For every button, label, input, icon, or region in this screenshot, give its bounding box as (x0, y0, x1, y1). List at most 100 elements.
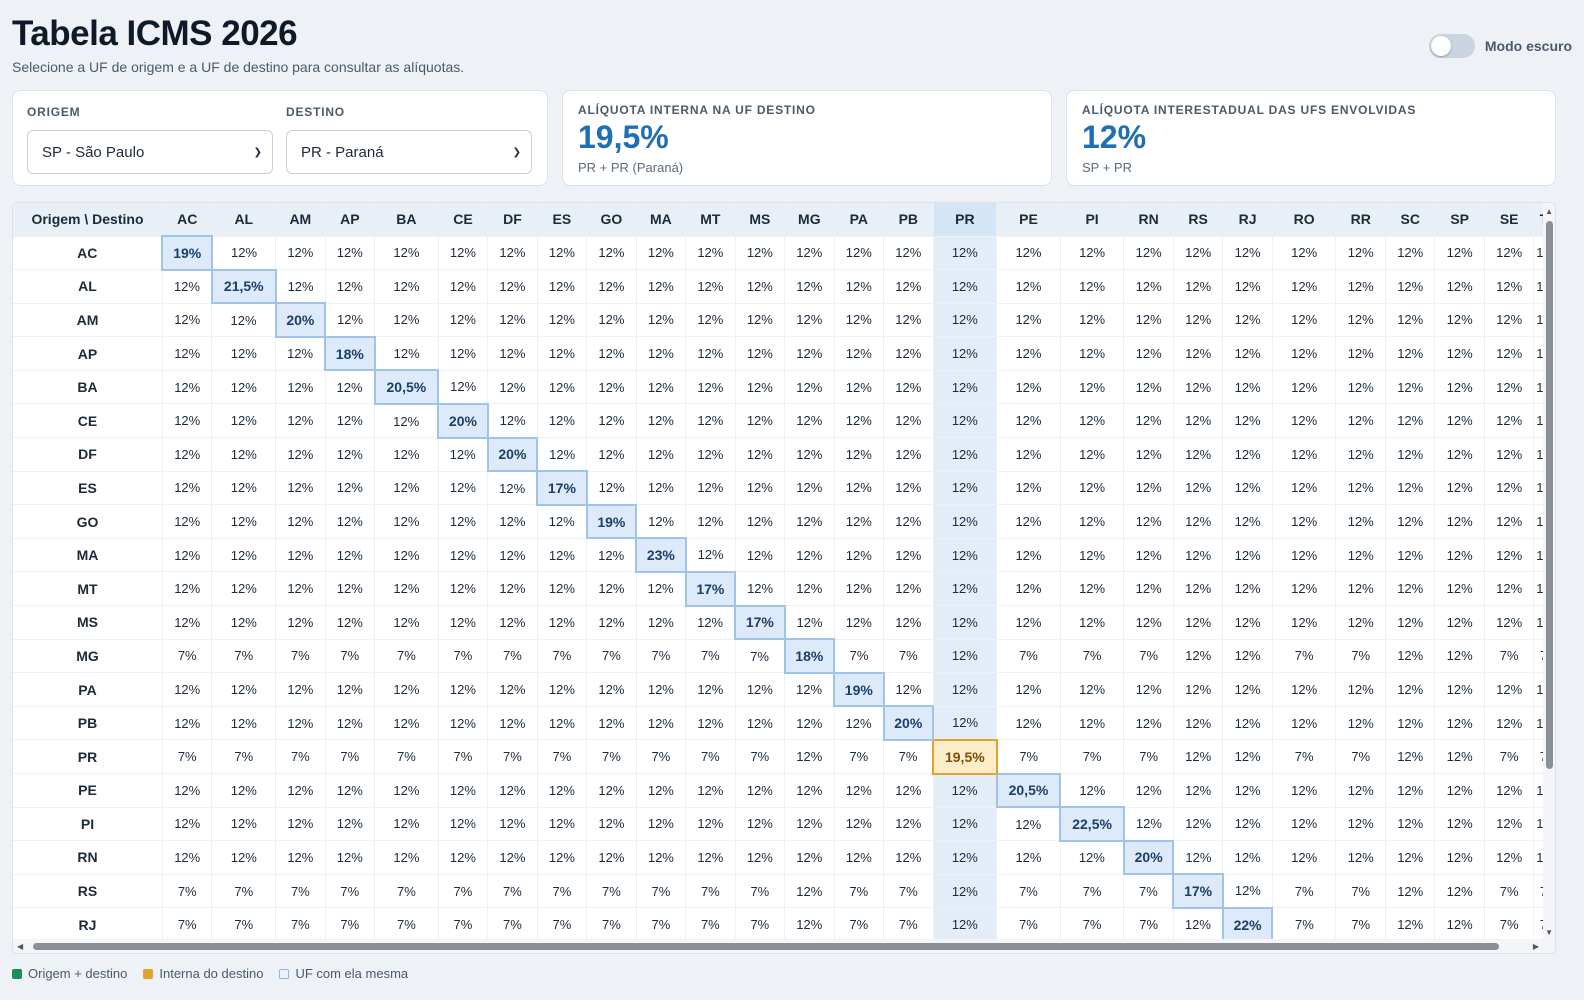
rate-cell[interactable]: 12% (586, 605, 637, 640)
rate-cell[interactable]: 7% (325, 739, 376, 774)
rate-cell[interactable]: 7% (1484, 874, 1535, 909)
rate-cell[interactable]: 12% (1173, 303, 1224, 338)
rate-cell[interactable]: 12% (1434, 807, 1485, 842)
rate-cell[interactable]: 12% (1484, 538, 1535, 573)
rate-cell[interactable]: 7% (735, 907, 786, 942)
rate-cell[interactable]: 12% (636, 370, 687, 405)
row-header-ba[interactable]: BA (13, 370, 163, 405)
row-header-df[interactable]: DF (13, 437, 163, 472)
rate-cell[interactable]: 12% (1272, 437, 1337, 472)
rate-cell[interactable]: 12% (1173, 773, 1224, 808)
rate-cell[interactable]: 12% (537, 403, 588, 439)
rate-cell[interactable]: 12% (275, 706, 326, 741)
rate-cell[interactable]: 12% (735, 706, 786, 741)
rate-cell[interactable]: 12% (834, 840, 885, 875)
column-header-pr[interactable]: PR (933, 203, 998, 237)
rate-cell[interactable]: 12% (374, 336, 439, 371)
rate-cell[interactable]: 12% (883, 403, 934, 439)
rate-cell[interactable]: 12% (1222, 840, 1273, 875)
rate-cell[interactable]: 12% (275, 538, 326, 573)
rate-cell[interactable]: 12% (883, 840, 934, 875)
rate-cell[interactable]: 12% (1060, 672, 1125, 707)
rate-cell[interactable]: 12% (1272, 672, 1337, 707)
rate-cell[interactable]: 12% (1385, 437, 1436, 472)
rate-cell[interactable]: 12% (1173, 336, 1224, 371)
row-header-pi[interactable]: PI (13, 807, 163, 842)
rate-cell[interactable]: 12% (1222, 672, 1273, 707)
column-header-al[interactable]: AL (211, 203, 277, 237)
rate-cell[interactable]: 7% (636, 907, 687, 942)
rate-cell[interactable]: 12% (211, 403, 277, 439)
rate-cell[interactable]: 7% (537, 639, 588, 674)
rate-cell[interactable]: 12% (211, 571, 277, 607)
rate-cell[interactable]: 12% (487, 504, 538, 539)
rate-cell[interactable]: 7% (834, 639, 885, 674)
rate-cell[interactable]: 12% (162, 403, 213, 439)
row-header-rj[interactable]: RJ (13, 907, 163, 942)
rate-cell[interactable]: 12% (211, 471, 277, 506)
rate-cell[interactable]: 12% (636, 571, 687, 607)
rate-cell[interactable]: 12% (1222, 874, 1273, 909)
rate-cell[interactable]: 7% (996, 907, 1061, 942)
rate-cell[interactable]: 12% (834, 303, 885, 338)
rate-cell[interactable]: 12% (162, 672, 213, 707)
column-header-ma[interactable]: MA (636, 203, 687, 237)
rate-cell[interactable]: 12% (883, 807, 934, 842)
rate-cell[interactable]: 12% (1123, 471, 1174, 506)
rate-cell[interactable]: 12% (162, 437, 213, 472)
rate-cell[interactable]: 12% (883, 571, 934, 607)
rate-cell[interactable]: 12% (275, 605, 326, 640)
scroll-right-arrow-icon[interactable]: ▶ (1532, 942, 1539, 951)
rate-cell[interactable]: 19,5% (932, 738, 998, 775)
column-header-mt[interactable]: MT (685, 203, 736, 237)
origin-select[interactable]: SP - São Paulo ❯ (27, 130, 273, 174)
rate-cell[interactable]: 12% (586, 370, 637, 405)
column-header-df[interactable]: DF (487, 203, 538, 237)
rate-cell[interactable]: 12% (933, 504, 998, 539)
rate-cell[interactable]: 12% (1173, 807, 1224, 842)
rate-cell[interactable]: 12% (374, 773, 439, 808)
rate-cell[interactable]: 12% (1385, 874, 1436, 909)
row-header-pr[interactable]: PR (13, 739, 163, 774)
rate-cell[interactable]: 12% (1123, 236, 1174, 271)
rate-cell[interactable]: 12% (586, 437, 637, 472)
rate-cell[interactable]: 7% (1060, 907, 1125, 942)
rate-cell[interactable]: 12% (996, 336, 1061, 371)
rate-cell[interactable]: 7% (1484, 639, 1535, 674)
rate-cell[interactable]: 7% (211, 874, 277, 909)
rate-cell[interactable]: 12% (1123, 437, 1174, 472)
rate-cell[interactable]: 7% (325, 907, 376, 942)
rate-cell[interactable]: 12% (1272, 303, 1337, 338)
rate-cell[interactable]: 12% (784, 605, 835, 640)
rate-cell[interactable]: 12% (438, 538, 489, 573)
rate-cell[interactable]: 12% (211, 236, 277, 271)
rate-cell[interactable]: 12% (537, 370, 588, 405)
rate-cell[interactable]: 12% (933, 403, 998, 439)
rate-cell[interactable]: 12% (325, 403, 376, 439)
rate-cell[interactable]: 12% (374, 807, 439, 842)
rate-cell[interactable]: 12% (1484, 403, 1535, 439)
column-header-sp[interactable]: SP (1434, 203, 1485, 237)
rate-cell[interactable]: 12% (784, 437, 835, 472)
rate-cell[interactable]: 12% (1123, 403, 1174, 439)
rate-cell[interactable]: 12% (438, 773, 489, 808)
rate-cell[interactable]: 12% (1385, 269, 1436, 304)
rate-cell[interactable]: 12% (784, 236, 835, 271)
rate-cell[interactable]: 12% (1123, 571, 1174, 607)
rate-cell[interactable]: 12% (1434, 706, 1485, 741)
column-header-ap[interactable]: AP (325, 203, 376, 237)
rate-cell[interactable]: 12% (933, 303, 998, 338)
rate-cell[interactable]: 12% (1434, 538, 1485, 573)
rate-cell[interactable]: 12% (834, 504, 885, 539)
rate-cell[interactable]: 12% (438, 571, 489, 607)
rate-cell[interactable]: 17% (1172, 873, 1224, 909)
rate-cell[interactable]: 7% (537, 907, 588, 942)
rate-cell[interactable]: 12% (1434, 269, 1485, 304)
rate-cell[interactable]: 12% (1222, 739, 1273, 774)
rate-cell[interactable]: 12% (586, 773, 637, 808)
rate-cell[interactable]: 12% (883, 538, 934, 573)
rate-cell[interactable]: 12% (1060, 706, 1125, 741)
rate-cell[interactable]: 22,5% (1059, 806, 1125, 842)
rate-cell[interactable]: 12% (883, 269, 934, 304)
rate-cell[interactable]: 12% (1173, 471, 1224, 506)
